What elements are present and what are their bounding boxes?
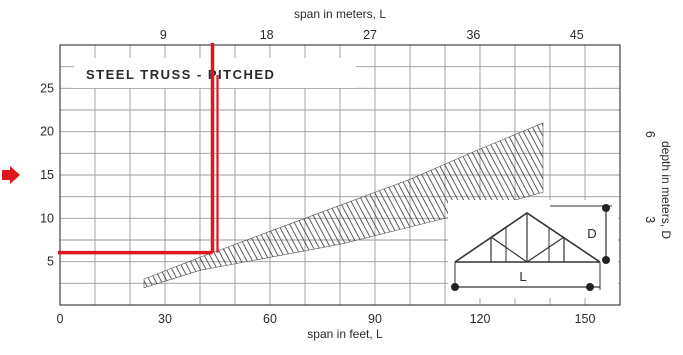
y-tick-label: 20 — [40, 125, 54, 139]
y-tick-label: 10 — [40, 211, 54, 225]
depth-band — [143, 122, 544, 289]
top-tick-label: 27 — [363, 28, 377, 42]
x-tick-label: 60 — [263, 312, 277, 326]
span-dot-right — [586, 283, 594, 291]
plot-frame — [59, 44, 621, 306]
top-tick-label: 36 — [466, 28, 480, 42]
top-tick-label: 18 — [260, 28, 274, 42]
top-tick-label: 45 — [570, 28, 584, 42]
top-axis-ticks: 9 18 27 36 45 — [160, 28, 584, 42]
depth-label: D — [587, 226, 596, 241]
x-axis-ticks: 0 30 60 90 120 150 — [57, 312, 596, 326]
depth-dot-top — [602, 204, 610, 212]
depth-dot-bottom — [602, 256, 610, 264]
span-label: L — [519, 269, 526, 284]
right-tick-label: 3 — [643, 216, 657, 223]
x-tick-label: 150 — [575, 312, 596, 326]
right-axis-title: depth in meters, D — [659, 141, 673, 239]
right-tick-label: 6 — [643, 131, 657, 138]
x-tick-label: 120 — [470, 312, 491, 326]
y-axis-ticks: 5 10 15 20 25 — [40, 81, 54, 268]
top-tick-label: 9 — [160, 28, 167, 42]
reading-annotation — [2, 43, 219, 255]
y-tick-label: 15 — [40, 168, 54, 182]
truss-diagram: L D — [448, 200, 618, 298]
arrow-marker-icon — [2, 166, 20, 184]
x-tick-label: 0 — [57, 312, 64, 326]
x-tick-label: 90 — [368, 312, 382, 326]
title-background — [74, 58, 356, 88]
y-tick-label: 25 — [40, 81, 54, 95]
top-axis-title: span in meters, L — [294, 7, 386, 21]
right-axis-ticks: 36 — [643, 131, 657, 223]
x-axis-title: span in feet, L — [307, 327, 383, 341]
y-tick-label: 5 — [47, 255, 54, 269]
chart-title: STEEL TRUSS - PITCHED — [86, 67, 275, 82]
x-tick-label: 30 — [158, 312, 172, 326]
depth-range-band — [143, 122, 544, 289]
span-dot-left — [451, 283, 459, 291]
truss-web — [490, 236, 528, 263]
truss-web — [526, 236, 565, 263]
